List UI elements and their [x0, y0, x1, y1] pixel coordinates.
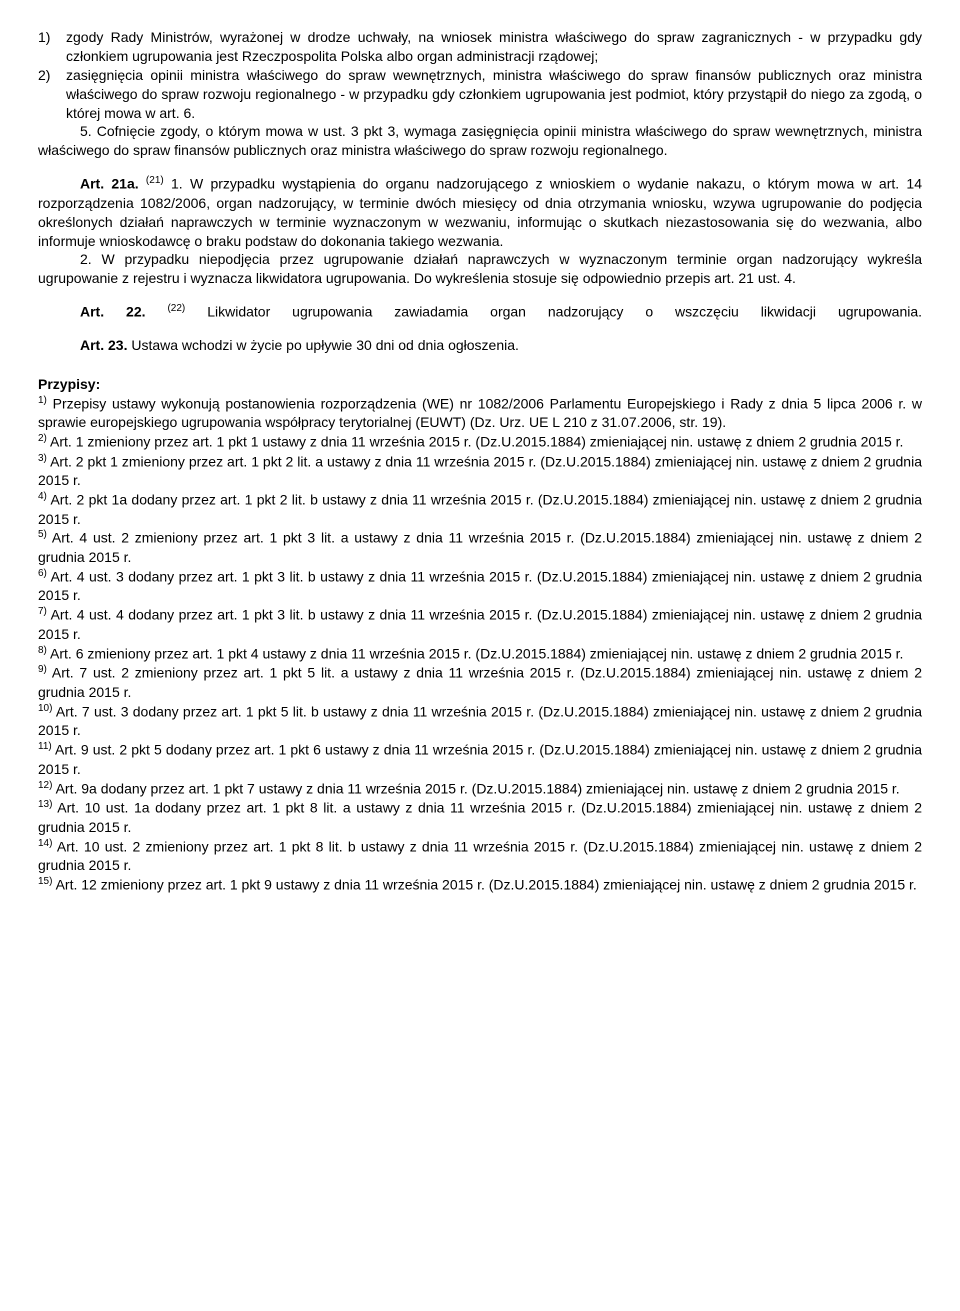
- list-number: 2): [38, 66, 66, 123]
- article-22: Art. 22. (22) Likwidator ugrupowania zaw…: [38, 302, 922, 322]
- article-text: Likwidator ugrupowania zawiadamia organ …: [207, 304, 922, 320]
- list-item-2: 2) zasięgnięcia opinii ministra właściwe…: [38, 66, 922, 123]
- footnote-13: 13) Art. 10 ust. 1a dodany przez art. 1 …: [38, 798, 922, 836]
- article-21a-p2: 2. W przypadku niepodjęcia przez ugrupow…: [38, 250, 922, 288]
- footnote-11: 11) Art. 9 ust. 2 pkt 5 dodany przez art…: [38, 740, 922, 778]
- list-text: zasięgnięcia opinii ministra właściwego …: [66, 66, 922, 123]
- article-sup: (22): [167, 303, 185, 314]
- article-text: 1. W przypadku wystąpienia do organu nad…: [38, 176, 922, 249]
- article-label: Art. 21a.: [80, 176, 139, 192]
- list-item-1: 1) zgody Rady Ministrów, wyrażonej w dro…: [38, 28, 922, 66]
- footnote-5: 5) Art. 4 ust. 2 zmieniony przez art. 1 …: [38, 528, 922, 566]
- article-23: Art. 23. Ustawa wchodzi w życie po upływ…: [38, 336, 922, 355]
- article-label: Art. 23.: [80, 337, 127, 353]
- przypisy-heading: Przypisy:: [38, 375, 922, 394]
- footnote-1: 1) Przepisy ustawy wykonują postanowieni…: [38, 394, 922, 432]
- paragraph-5: 5. Cofnięcie zgody, o którym mowa w ust.…: [38, 122, 922, 160]
- footnote-4: 4) Art. 2 pkt 1a dodany przez art. 1 pkt…: [38, 490, 922, 528]
- footnote-15: 15) Art. 12 zmieniony przez art. 1 pkt 9…: [38, 875, 922, 895]
- list-number: 1): [38, 28, 66, 66]
- article-text: Ustawa wchodzi w życie po upływie 30 dni…: [131, 337, 519, 353]
- footnote-10: 10) Art. 7 ust. 3 dodany przez art. 1 pk…: [38, 702, 922, 740]
- footnote-6: 6) Art. 4 ust. 3 dodany przez art. 1 pkt…: [38, 567, 922, 605]
- article-sup: (21): [146, 175, 164, 186]
- article-label: Art. 22.: [80, 304, 146, 320]
- footnote-8: 8) Art. 6 zmieniony przez art. 1 pkt 4 u…: [38, 644, 922, 664]
- footnote-7: 7) Art. 4 ust. 4 dodany przez art. 1 pkt…: [38, 605, 922, 643]
- list-text: zgody Rady Ministrów, wyrażonej w drodze…: [66, 28, 922, 66]
- footnote-3: 3) Art. 2 pkt 1 zmieniony przez art. 1 p…: [38, 452, 922, 490]
- footnote-9: 9) Art. 7 ust. 2 zmieniony przez art. 1 …: [38, 663, 922, 701]
- footnote-2: 2) Art. 1 zmieniony przez art. 1 pkt 1 u…: [38, 432, 922, 452]
- footnotes: 1) Przepisy ustawy wykonują postanowieni…: [38, 394, 922, 895]
- article-21a: Art. 21a. (21) 1. W przypadku wystąpieni…: [38, 174, 922, 250]
- footnote-14: 14) Art. 10 ust. 2 zmieniony przez art. …: [38, 837, 922, 875]
- footnote-12: 12) Art. 9a dodany przez art. 1 pkt 7 us…: [38, 779, 922, 799]
